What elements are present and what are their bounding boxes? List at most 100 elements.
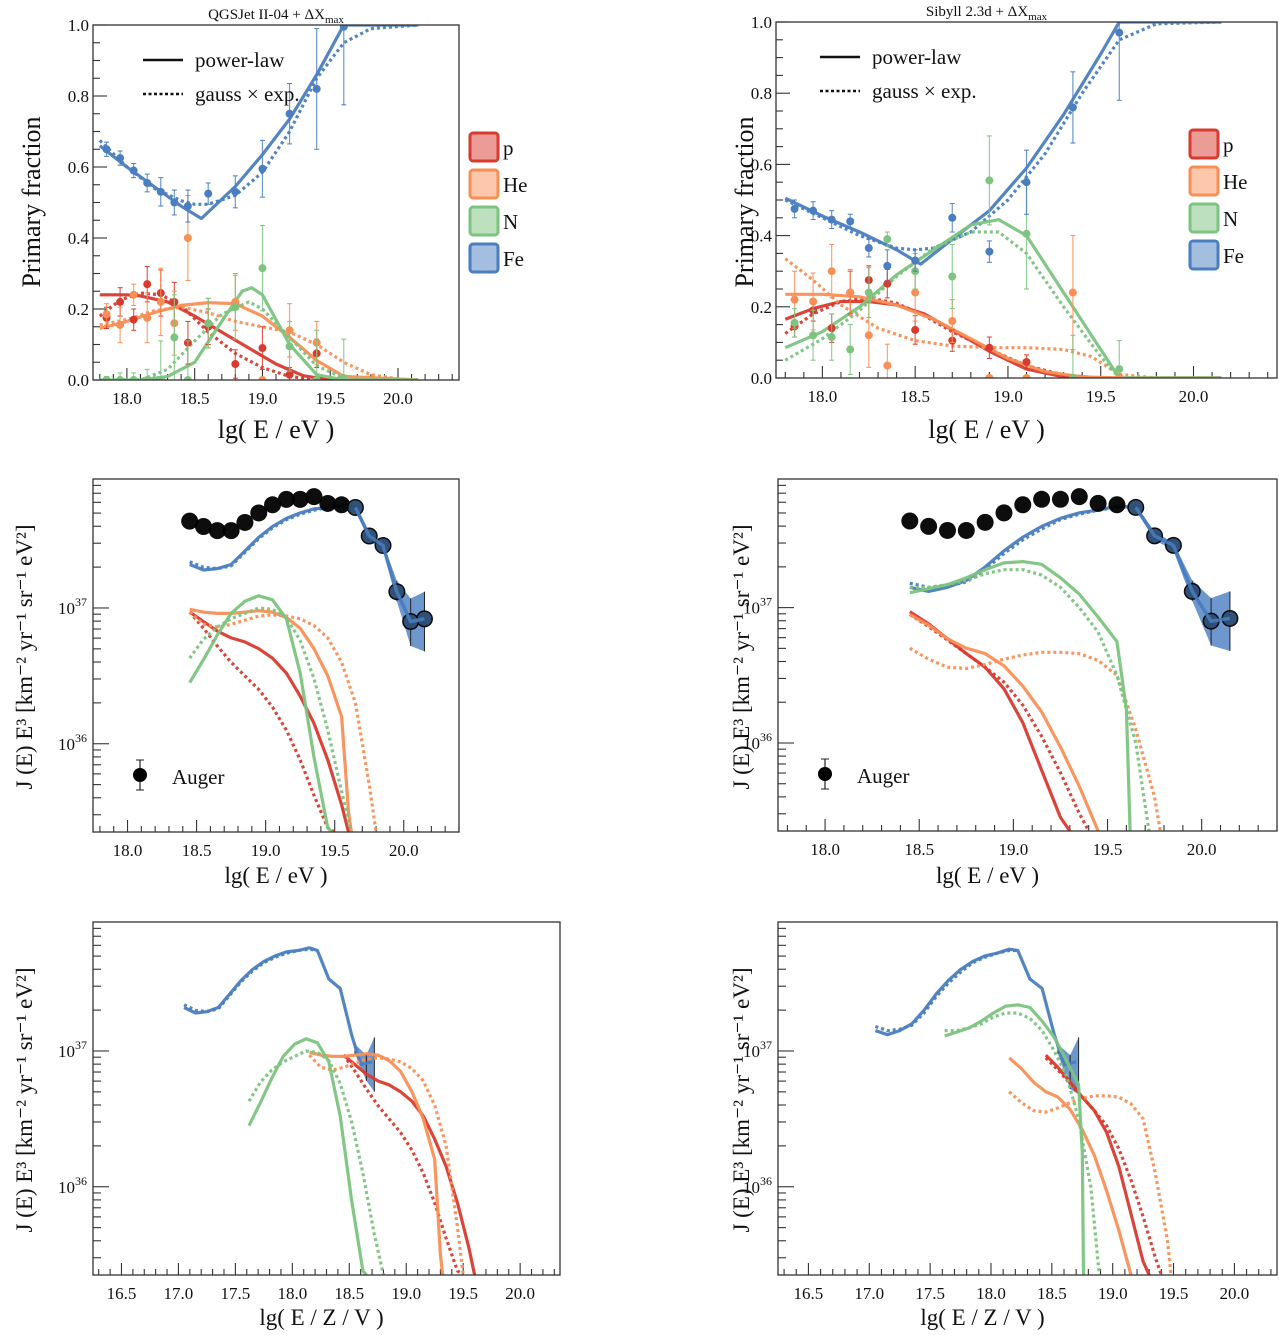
fe-model-point (348, 500, 363, 515)
data-point-N (102, 376, 111, 380)
x-tick-label: 19.0 (248, 389, 278, 408)
fe-model-point (417, 611, 432, 626)
series-N-solid (247, 1037, 368, 1275)
data-point-He (827, 267, 836, 276)
y-tick-label: 1.0 (751, 13, 772, 32)
data-point-p (116, 297, 125, 306)
auger-data-point (1108, 496, 1126, 514)
x-tick-label: 19.0 (251, 841, 281, 860)
data-point-He (116, 320, 125, 329)
data-point-p (285, 370, 294, 379)
data-point-p (258, 344, 267, 353)
y-tick-label: 1037 (58, 595, 87, 618)
legend-swatch-N (468, 205, 500, 237)
legend-swatch-He (1188, 165, 1220, 197)
fe-model-point (1222, 611, 1237, 626)
data-point-He (864, 331, 873, 340)
x-tick-label: 17.5 (221, 1284, 251, 1303)
data-point-N (1022, 229, 1031, 238)
series-p-dotted (342, 1054, 465, 1275)
data-point-He (809, 297, 818, 306)
legend-label-dotted: gauss × exp. (872, 79, 977, 103)
plot-area (901, 488, 1239, 831)
data-point-N (204, 319, 213, 328)
legend-swatch-p (1188, 128, 1220, 160)
data-point-Fe (156, 187, 165, 196)
auger-data-point (181, 512, 199, 530)
y-tick-label: 0.4 (68, 229, 90, 248)
x-tick-label: 18.0 (810, 840, 840, 859)
plot-area (183, 946, 477, 1275)
data-point-Fe (339, 25, 348, 31)
auger-data-point (1014, 496, 1032, 514)
auger-data-point (194, 518, 212, 536)
data-point-Fe (129, 166, 138, 175)
fe-model-point (1128, 500, 1143, 515)
legend-label-He: He (1223, 170, 1248, 194)
auger-data-point (333, 496, 351, 514)
auger-data-point (264, 496, 282, 514)
data-point-N (116, 376, 125, 380)
x-tick-label: 17.0 (854, 1284, 884, 1303)
y-tick-label: 0.2 (751, 298, 772, 317)
series-He-dotted (308, 1054, 465, 1275)
y-tick-label: 0.0 (68, 371, 89, 390)
auger-data-point (901, 512, 919, 530)
series-He-dotted (99, 305, 419, 380)
series-Fe-dotted (784, 22, 1222, 252)
legend-marker-auger (133, 768, 147, 782)
legend-label-solid: power-law (195, 48, 285, 72)
data-point-N (285, 342, 294, 351)
axes-frame (777, 478, 1278, 832)
legend-label-N: N (1223, 207, 1238, 231)
axes-frame (92, 921, 561, 1276)
data-point-He (948, 317, 957, 326)
data-point-Fe (204, 189, 213, 198)
legend-label-He: He (503, 173, 528, 197)
legend-label-p: p (503, 136, 514, 160)
fe-model-point (389, 584, 404, 599)
panel-spec-sibyll: 18.0 18.5 19.0 19.5 20.0 1036 1037 lg( E / eV )… (729, 478, 1278, 888)
x-tick-label: 18.0 (113, 841, 143, 860)
x-tick-label: 20.0 (1179, 387, 1209, 406)
auger-data-point (1051, 490, 1069, 508)
x-tick-label: 18.5 (900, 387, 930, 406)
legend-label-solid: power-law (872, 45, 962, 69)
data-point-p (1022, 357, 1031, 366)
legend-marker-auger (818, 767, 832, 781)
series-N-solid (909, 559, 1132, 831)
data-point-Fe (864, 244, 873, 253)
x-axis-label: lg( E / eV ) (936, 863, 1039, 888)
x-tick-label: 19.0 (999, 840, 1029, 859)
y-axis-label: Primary fraction (730, 116, 759, 287)
x-tick-label: 18.5 (1037, 1284, 1067, 1303)
series-He-solid (909, 613, 1100, 831)
legend-swatch-N (1188, 202, 1220, 234)
data-point-N (129, 376, 138, 380)
y-tick-label: 0.8 (751, 84, 772, 103)
y-tick-label: 0.4 (751, 227, 773, 246)
y-tick-label: 0.2 (68, 300, 89, 319)
data-point-He (911, 288, 920, 297)
fe-model-point (1166, 538, 1181, 553)
series-Fe-dotted (874, 948, 1018, 1033)
x-tick-label: 17.0 (164, 1284, 194, 1303)
series-N-dotted (909, 568, 1151, 831)
data-point-Fe (231, 187, 240, 196)
y-tick-label: 1037 (743, 1038, 772, 1061)
plot-area (98, 25, 419, 380)
x-tick-label: 19.5 (1093, 840, 1123, 859)
data-point-He (985, 374, 994, 378)
plot-area (874, 947, 1173, 1275)
data-point-Fe (948, 213, 957, 222)
series-N-dotted (247, 1049, 386, 1275)
y-tick-label: 0.6 (68, 158, 89, 177)
x-tick-label: 17.5 (915, 1284, 945, 1303)
x-tick-label: 19.0 (1098, 1284, 1128, 1303)
data-point-Fe (809, 206, 818, 215)
x-tick-label: 19.5 (315, 389, 345, 408)
data-point-N (170, 333, 179, 342)
data-point-N (1068, 374, 1077, 378)
axes-frame (777, 921, 1278, 1276)
